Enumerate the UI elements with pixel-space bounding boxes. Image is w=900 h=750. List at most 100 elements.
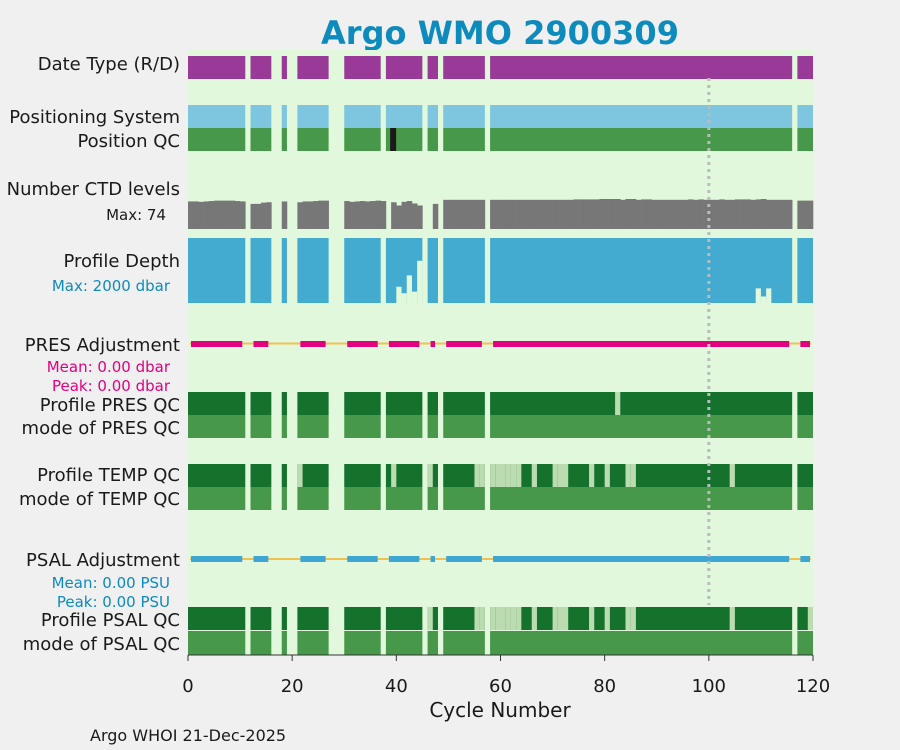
ctd-levels-bar [536,199,543,229]
ctd-levels-bar [401,201,408,229]
label-psal-mode: mode of PSAL QC [23,634,180,655]
data-type-bar [490,56,793,79]
label-psal-qc: Profile PSAL QC [41,610,180,631]
pres-qc-mode-bar [443,415,485,438]
ctd-levels-bar [563,199,569,229]
ctd-levels-bar [266,202,272,229]
pres-adjustment-mark [191,341,243,347]
ctd-levels-bar [391,202,397,229]
pres-qc-bar [797,392,813,415]
temp-qc-light-mark [510,464,517,487]
ctd-levels-bar [682,199,689,229]
psal-adjustment-mark [191,556,243,562]
ctd-levels-bar [260,202,267,229]
temp-qc-light-mark [297,464,303,487]
pres-qc-bar [250,392,272,415]
psal-qc-light-mark [479,607,485,630]
pres-adjustment-mark [493,341,790,347]
temp-qc-light-mark [505,464,511,487]
position-qc-bar [797,128,813,151]
label-pres-peak: Peak: 0.00 dbar [52,377,171,395]
pres-qc-bar [427,392,438,415]
label-pres-mode: mode of PRES QC [22,418,180,439]
psal-qc-light-mark [557,607,563,630]
psal-adjustment-mark [253,556,269,562]
label-position-qc: Position QC [77,131,180,152]
temp-qc-light-mark [589,464,595,487]
ctd-levels-bar [583,199,590,229]
psal-adjustment-mark [446,556,482,562]
pres-adjustment-mark [253,341,269,347]
temp-qc-bar [281,464,287,487]
ctd-levels-bar [224,200,230,229]
profile-depth-short-mark [755,288,761,303]
temp-qc-light-mark [563,464,569,487]
pres-adjustment-mark [347,341,378,347]
pres-qc-bar [443,392,485,415]
temp-qc-mode-bar [797,487,813,510]
label-data-type: Date Type (R/D) [38,54,180,75]
pres-qc-mode-bar [490,415,793,438]
ctd-levels-bar [495,199,501,229]
profile-depth-short-mark [406,275,412,303]
psal-adjustment-mark [493,556,790,562]
profile-depth-bar [281,238,287,303]
label-ctd-levels: Number CTD levels [7,179,180,200]
profile-depth-bar [297,238,329,303]
ctd-levels-bar [620,199,626,229]
psal-qc-mode-bar [443,631,485,655]
temp-qc-light-mark [557,464,563,487]
ctd-levels-bar [573,199,579,229]
psal-qc-light-mark [490,607,496,630]
ctd-levels-bar [760,199,767,229]
profile-depth-bar [443,238,485,303]
temp-qc-light-mark [479,464,485,487]
psal-qc-light-mark [500,607,506,630]
ctd-levels-bar [531,199,538,229]
data-type-bar [344,56,381,79]
temp-qc-bar [297,464,329,487]
psal-qc-mode-bar [385,631,423,655]
ctd-levels-bar [302,201,309,229]
ctd-levels-bar [776,199,783,229]
ctd-levels-bar [802,200,809,229]
profile-depth-short-mark [417,260,423,303]
psal-adjustment-mark [430,556,435,562]
footer-text: Argo WHOI 21-Dec-2025 [90,726,286,745]
ctd-levels-bar [589,199,595,229]
temp-qc-mode-bar [385,487,423,510]
x-tick-label: 0 [182,676,193,697]
ctd-levels-bar [453,199,460,229]
pres-qc-mode-bar [344,415,381,438]
ctd-levels-bar [396,205,402,229]
ctd-levels-bar [208,201,215,229]
pres-qc-bar [344,392,381,415]
ctd-levels-bar [448,199,454,229]
position-qc-bar [281,128,287,151]
ctd-levels-bar [505,199,512,229]
ctd-levels-bar [411,203,418,229]
ctd-levels-bar [677,199,684,229]
profile-depth-short-mark [766,288,772,303]
ctd-levels-bar [781,199,788,229]
ctd-levels-bar [594,199,600,229]
profile-depth-short-mark [401,293,407,303]
ctd-levels-bar [708,199,715,229]
ctd-levels-bar [698,199,704,229]
ctd-levels-bar [604,199,611,229]
psal-qc-light-mark [625,607,631,630]
pres-adjustment-mark [388,341,420,347]
positioning-system-bar [344,105,381,128]
temp-qc-bar [250,464,272,487]
profile-depth-bar [797,238,813,303]
temp-qc-light-mark [474,464,480,487]
ctd-levels-bar [797,200,803,229]
label-ctd-max: Max: 74 [106,206,166,224]
label-psal-adjustment: PSAL Adjustment [26,550,180,571]
ctd-levels-bar [234,201,241,229]
profile-depth-short-mark [760,296,767,303]
temp-qc-mode-bar [427,487,438,510]
ctd-levels-bar [521,199,527,229]
ctd-levels-bar [646,199,652,229]
ctd-levels-bar [354,201,361,229]
